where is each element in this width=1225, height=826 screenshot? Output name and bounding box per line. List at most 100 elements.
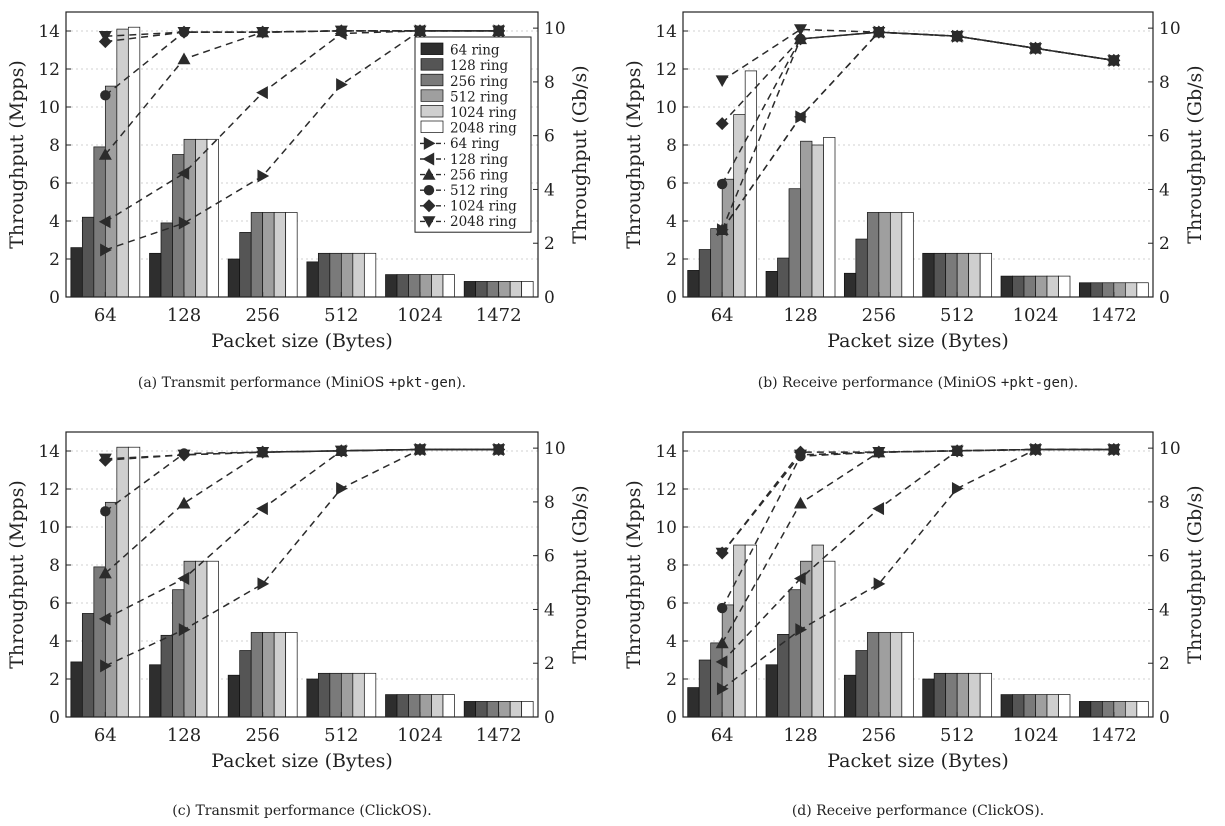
bar: [901, 212, 914, 298]
x-tick-label: 512: [940, 725, 974, 746]
bar: [968, 252, 981, 298]
y-tick-label: 0: [666, 708, 677, 728]
x-tick-label: 64: [711, 725, 734, 746]
caption-text: ).: [456, 375, 466, 391]
bar: [486, 701, 500, 718]
y2-tick-label: 6: [1159, 547, 1170, 567]
series-marker: [177, 166, 190, 180]
legend-swatch: [420, 120, 444, 133]
y-tick-label: 6: [666, 594, 677, 614]
bar: [363, 252, 377, 298]
y2-axis-label: Throughput (Gb/s): [1184, 485, 1206, 663]
bar: [352, 252, 365, 298]
series-marker: [100, 243, 112, 257]
bar: [463, 281, 477, 298]
bar: [744, 70, 758, 298]
series-line: [721, 28, 1114, 82]
panel-caption: (d) Receive performance (ClickOS).: [792, 803, 1044, 819]
x-tick-label: 128: [167, 725, 201, 746]
bar: [811, 144, 824, 298]
bar: [250, 632, 264, 718]
x-axis-label: Packet size (Bytes): [211, 750, 393, 772]
series-marker: [795, 623, 807, 637]
y2-tick-label: 10: [1159, 439, 1181, 459]
bar: [431, 694, 444, 718]
bar: [385, 694, 398, 718]
y2-tick-label: 6: [544, 547, 555, 567]
bar: [1000, 694, 1013, 718]
x-axis-label: Packet size (Bytes): [827, 330, 1009, 352]
bar: [227, 674, 241, 718]
series-marker: [98, 215, 111, 229]
y2-tick-label: 4: [1159, 180, 1170, 200]
y2-tick-label: 2: [1159, 654, 1170, 674]
caption-text: ).: [1068, 375, 1078, 391]
bar: [329, 252, 342, 298]
y-tick-label: 12: [655, 60, 677, 80]
y2-tick-label: 10: [544, 19, 566, 39]
bar: [1078, 282, 1092, 298]
x-tick-label: 1024: [1013, 725, 1059, 746]
bar: [475, 281, 488, 298]
caption-code: +pkt-gen: [1001, 375, 1068, 391]
bar: [81, 216, 95, 298]
series-marker: [334, 25, 348, 38]
x-tick-label: 256: [862, 725, 896, 746]
x-tick-label: 128: [783, 305, 817, 326]
series-marker: [177, 26, 191, 39]
y-tick-label: 10: [655, 98, 677, 118]
x-tick-label: 1024: [397, 305, 443, 326]
panel-caption: (c) Transmit performance (ClickOS).: [172, 803, 432, 819]
plot-frame: [65, 11, 539, 298]
y2-tick-label: 6: [1159, 127, 1170, 147]
bar: [160, 634, 173, 718]
x-tick-label: 1024: [1013, 305, 1059, 326]
series-line: [721, 31, 1114, 231]
legend-swatch: [420, 89, 444, 102]
y-tick-label: 4: [666, 632, 677, 652]
legend-label: 256 ring: [450, 167, 509, 183]
bar: [1023, 275, 1036, 298]
legend-marker: [422, 216, 436, 228]
plot-frame: [65, 431, 539, 718]
y2-tick-label: 8: [544, 73, 555, 93]
bar: [823, 560, 836, 718]
y2-tick-label: 0: [544, 288, 555, 308]
bar: [498, 701, 511, 718]
series-marker: [794, 572, 806, 586]
series-line: [721, 448, 1114, 609]
x-tick-label: 1472: [476, 305, 522, 326]
series-marker: [794, 24, 807, 36]
legend-label: 128 ring: [450, 152, 509, 168]
bar: [843, 272, 857, 298]
bar: [116, 446, 129, 718]
bar: [1124, 701, 1138, 718]
series-marker: [100, 90, 111, 101]
y2-axis-label: Throughput (Gb/s): [1184, 65, 1206, 243]
legend-swatch: [420, 73, 444, 87]
bar: [509, 281, 523, 298]
series-marker: [177, 52, 191, 65]
legend-marker: [423, 136, 436, 150]
bar: [901, 632, 914, 718]
bar: [262, 632, 275, 718]
y-tick-label: 8: [49, 556, 60, 576]
y-tick-label: 0: [49, 288, 60, 308]
bar: [1090, 701, 1103, 718]
bar: [509, 701, 523, 718]
chart-panel-3: 0 2 4 6 8 10 12 14 0 2 4 6 8 10 64 128 256 512 1024 1472 Pac…: [6, 431, 591, 819]
series-marker: [256, 446, 270, 459]
bar: [765, 271, 778, 298]
bar: [878, 632, 891, 718]
x-tick-label: 64: [94, 725, 117, 746]
y2-axis-label: Throughput (Gb/s): [569, 65, 591, 243]
panel-caption: (b) Receive performance (MiniOS +pkt-gen…: [758, 375, 1079, 391]
chart-panel-1: 0 2 4 6 8 10 12 14 0 2 4 6 8 10 64 128 256 512 1024 1472 Pac…: [6, 11, 591, 391]
bar: [687, 687, 700, 718]
legend-label: 256 ring: [450, 74, 509, 90]
bar: [956, 252, 970, 298]
bar: [183, 560, 196, 718]
series-marker: [492, 25, 506, 38]
bar: [396, 694, 409, 718]
